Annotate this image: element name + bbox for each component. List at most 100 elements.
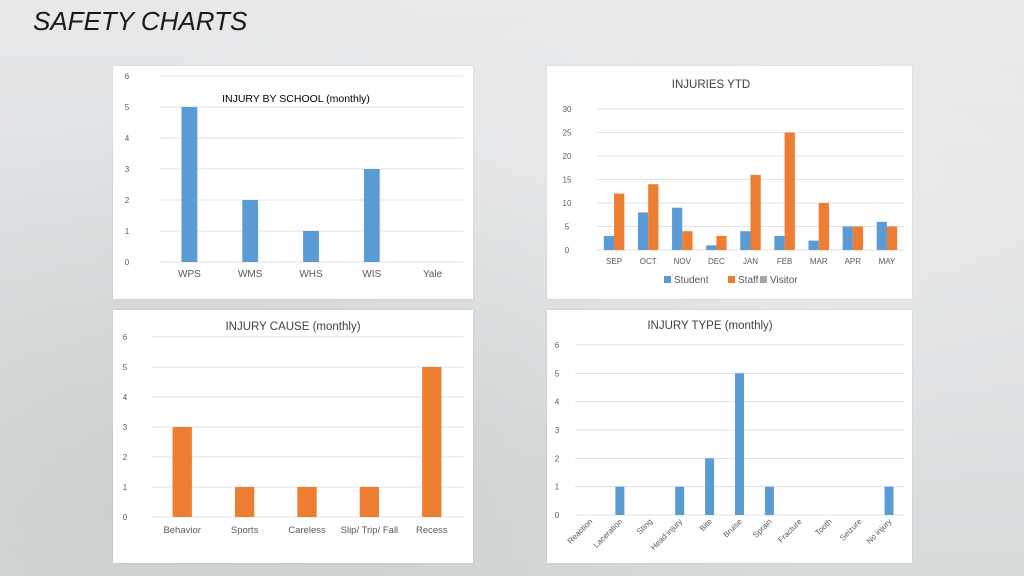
x-tick-label: WPS <box>178 269 201 280</box>
y-tick-label: 3 <box>123 423 128 432</box>
bar <box>675 486 685 515</box>
bar <box>682 231 693 250</box>
chart-injury-by-school: 0 1 2 3 4 5 6 INJURY BY SCHOOL (monthly) WPS WMS W… <box>125 72 463 280</box>
y-tick-label: 2 <box>123 453 128 462</box>
x-tick-label: Head injury <box>649 517 684 552</box>
bar <box>808 240 819 250</box>
bar <box>852 226 864 250</box>
x-tick-label: Laceration <box>591 517 624 550</box>
bar <box>706 245 717 250</box>
bar <box>242 200 259 262</box>
x-tick-label: JAN <box>743 257 758 266</box>
bar <box>886 226 898 250</box>
x-tick-label: Yale <box>423 269 443 280</box>
chart-panel-injury-cause: 0 1 2 3 4 5 6 INJURY CAUSE (monthly) Behavior Spo… <box>113 310 473 563</box>
x-tick-label: WIS <box>362 269 381 280</box>
x-tick-label: WMS <box>238 269 263 280</box>
x-tick-label: Reaction <box>566 517 595 546</box>
y-tick-label: 0 <box>125 258 130 267</box>
legend-label: Student <box>674 275 709 286</box>
y-tick-label: 6 <box>125 72 130 81</box>
x-tick-label: DEC <box>708 257 725 266</box>
x-tick-label: Recess <box>416 525 448 536</box>
bar <box>181 107 198 262</box>
legend-swatch <box>664 276 671 283</box>
bar <box>303 231 319 262</box>
x-tick-label: Sports <box>231 525 259 536</box>
bar <box>750 174 761 250</box>
x-tick-label: Careless <box>288 525 326 536</box>
bar <box>774 235 785 250</box>
x-tick-label: FEB <box>777 257 793 266</box>
bar <box>876 221 887 250</box>
y-tick-label: 5 <box>565 223 570 232</box>
chart-panel-injuries-ytd: 0 5 10 15 20 25 30 INJURIES YTD SEP OCT NOV DEC JAN F… <box>547 66 912 299</box>
bar <box>615 486 625 515</box>
x-tick-label: SEP <box>606 257 622 266</box>
y-tick-label: 3 <box>555 426 560 435</box>
chart-title: INJURY BY SCHOOL (monthly) <box>222 93 370 105</box>
x-tick-label: Slip/ Trip/ Fall <box>341 525 399 536</box>
y-tick-label: 15 <box>563 176 572 185</box>
y-tick-label: 3 <box>125 165 130 174</box>
bar <box>637 212 649 250</box>
chart-panel-injury-type: 0 1 2 3 4 5 6 INJURY TYPE (monthly) Reaction Lace… <box>547 310 912 563</box>
x-tick-label: Sting <box>635 517 654 536</box>
y-tick-label: 5 <box>555 369 560 378</box>
x-tick-label: No injury <box>865 517 894 546</box>
bar <box>818 203 829 250</box>
x-tick-label: NOV <box>674 257 692 266</box>
y-tick-label: 30 <box>563 105 572 114</box>
y-tick-label: 6 <box>555 341 560 350</box>
x-tick-label: WHS <box>299 269 323 280</box>
bar <box>603 235 615 250</box>
y-tick-label: 25 <box>563 129 572 138</box>
x-tick-label: Fracture <box>776 517 804 545</box>
x-tick-label: Bruise <box>722 517 745 540</box>
y-tick-label: 1 <box>123 483 128 492</box>
y-tick-label: 5 <box>125 103 130 112</box>
bar <box>842 226 853 250</box>
chart-injuries-ytd: 0 5 10 15 20 25 30 INJURIES YTD SEP OCT NOV DEC JAN F… <box>563 79 904 286</box>
bar <box>297 487 317 517</box>
y-tick-label: 4 <box>125 134 130 143</box>
bar <box>422 367 442 517</box>
legend-swatch <box>728 276 735 283</box>
bar <box>735 373 744 515</box>
x-tick-label: APR <box>845 257 862 266</box>
y-tick-label: 0 <box>565 246 570 255</box>
y-tick-label: 10 <box>563 199 572 208</box>
bar <box>614 193 625 250</box>
x-tick-label: Seizure <box>838 517 864 543</box>
x-tick-label: Bite <box>698 517 715 534</box>
x-tick-label: MAY <box>879 257 896 266</box>
legend-swatch <box>760 276 767 283</box>
bar <box>648 184 659 250</box>
bar <box>363 169 380 262</box>
x-tick-label: MAR <box>810 257 828 266</box>
page-title: SAFETY CHARTS <box>33 6 248 36</box>
x-tick-label: Behavior <box>163 525 201 536</box>
chart-panel-injury-by-school: 0 1 2 3 4 5 6 INJURY BY SCHOOL (monthly) WPS WMS W… <box>113 66 473 299</box>
bar <box>884 486 894 515</box>
bar <box>672 207 683 250</box>
y-tick-label: 5 <box>123 363 128 372</box>
y-tick-label: 1 <box>555 483 560 492</box>
bar <box>359 487 380 517</box>
legend-label: Staff <box>738 275 759 286</box>
y-tick-label: 1 <box>125 227 130 236</box>
y-tick-label: 0 <box>123 513 128 522</box>
legend-label: Visitor <box>770 275 798 286</box>
bar <box>705 458 715 515</box>
y-tick-label: 4 <box>555 398 560 407</box>
x-tick-label: Sprain <box>751 517 774 540</box>
chart-injury-cause: 0 1 2 3 4 5 6 INJURY CAUSE (monthly) Behavior Spo… <box>123 321 463 536</box>
x-tick-label: Tooth <box>813 517 833 537</box>
x-tick-label: OCT <box>640 257 657 266</box>
y-tick-label: 4 <box>123 393 128 402</box>
y-tick-label: 20 <box>563 152 572 161</box>
y-tick-label: 0 <box>555 511 560 520</box>
chart-title: INJURY CAUSE (monthly) <box>225 321 360 333</box>
chart-title: INJURY TYPE (monthly) <box>647 320 772 332</box>
y-tick-label: 2 <box>555 454 560 463</box>
